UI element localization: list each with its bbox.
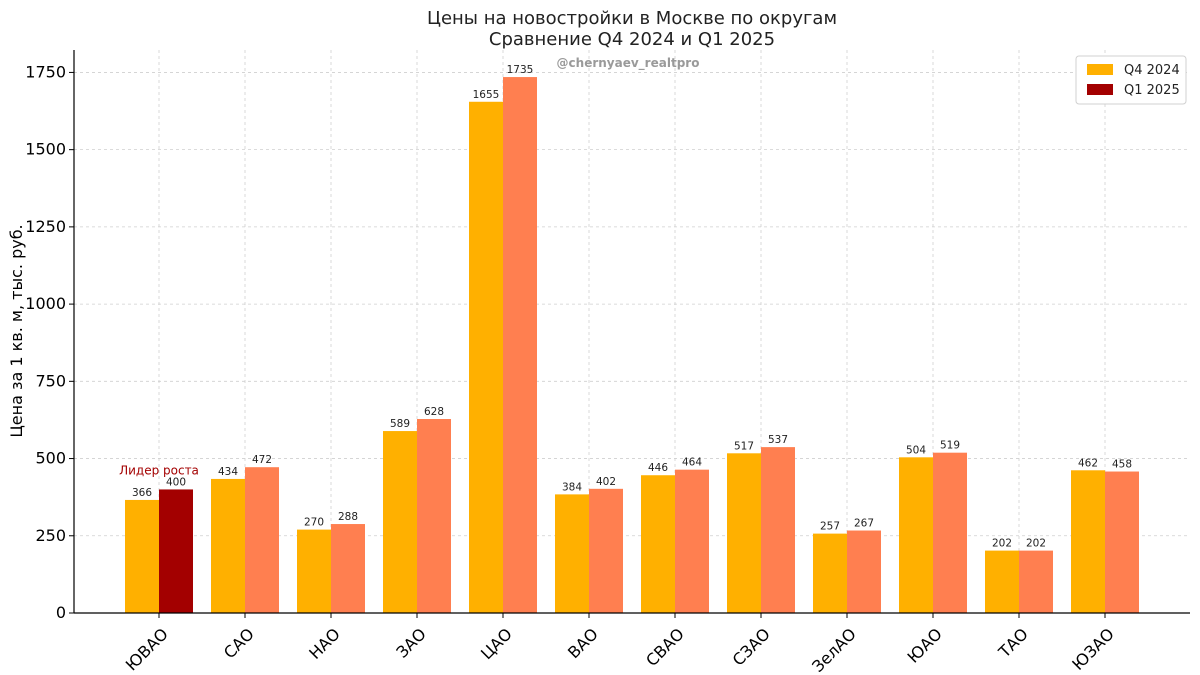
bar-value-label: 434 — [218, 466, 238, 478]
bar-value-label: 384 — [562, 481, 582, 493]
bar-value-label: 472 — [252, 454, 272, 466]
bar-value-label: 402 — [596, 476, 616, 488]
x-tick-label: СВАО — [642, 624, 688, 670]
x-tick-label: ВАО — [564, 624, 602, 662]
bar-value-label: 400 — [166, 476, 186, 488]
bar-q1-2025 — [1105, 471, 1139, 613]
bar-q4-2024 — [641, 475, 675, 613]
bar-value-label: 1655 — [473, 89, 500, 101]
bar-q1-2025 — [847, 530, 881, 613]
bar-value-label: 464 — [682, 457, 702, 469]
legend-label-q4-2024: Q4 2024 — [1124, 63, 1180, 78]
annotation-label: Лидер роста — [119, 463, 199, 477]
x-tick-label: ЮАО — [904, 624, 946, 666]
y-tick-label: 750 — [35, 371, 66, 390]
watermark: @chernyaev_realtpro — [557, 56, 700, 71]
bar-value-label: 519 — [940, 440, 960, 452]
x-tick-label: ЗелАО — [808, 624, 860, 675]
bar-q4-2024 — [211, 478, 245, 613]
bar-value-label: 504 — [906, 444, 926, 456]
x-tick-label: ЗАО — [392, 624, 429, 661]
y-tick-label: 1000 — [25, 294, 66, 313]
bar-value-label: 267 — [854, 518, 874, 530]
bar-value-label: 366 — [132, 487, 152, 499]
bar-q4-2024 — [813, 533, 847, 613]
bar-q1-2025 — [245, 467, 279, 613]
x-tick-label: ТАО — [994, 624, 1032, 662]
bar-q1-2025 — [417, 419, 451, 613]
bar-value-label: 270 — [304, 517, 324, 529]
x-tick-label: ЮВАО — [122, 624, 172, 674]
x-tick-label: НАО — [305, 624, 344, 663]
bar-q4-2024 — [297, 529, 331, 613]
bar-value-label: 462 — [1078, 457, 1098, 469]
bar-q4-2024 — [555, 494, 589, 613]
bar-q1-2025 — [761, 447, 795, 613]
legend-swatch-q1-2025 — [1087, 84, 1113, 95]
bar-value-label: 288 — [338, 511, 358, 523]
bar-value-label: 202 — [992, 538, 1012, 550]
bar-q1-2025 — [331, 524, 365, 613]
chart-title: Цены на новостройки в Москве по округам — [427, 8, 837, 29]
bars — [125, 77, 1139, 614]
y-ticks: 0 250 500 750 1000 1250 1500 1750 — [25, 62, 74, 622]
chart-subtitle: Сравнение Q4 2024 и Q1 2025 — [489, 29, 775, 50]
x-ticks: ЮВАО САО НАО ЗАО ЦАО ВАО СВАО СЗАО ЗелАО ЮАО ТАО ЮЗ… — [122, 613, 1118, 675]
bar-q1-2025 — [675, 469, 709, 613]
bar-q1-2025 — [933, 452, 967, 613]
bar-value-label: 1735 — [507, 64, 534, 76]
bar-q1-2025 — [1019, 550, 1053, 613]
bar-q4-2024 — [899, 457, 933, 613]
bar-q4-2024 — [383, 431, 417, 613]
y-tick-label: 1250 — [25, 217, 66, 236]
bar-q4-2024 — [985, 550, 1019, 613]
bar-value-label: 589 — [390, 418, 410, 430]
y-axis-label: Цена за 1 кв. м, тыс. руб. — [7, 224, 26, 437]
bar-value-label: 446 — [648, 462, 668, 474]
y-tick-label: 1750 — [25, 62, 66, 81]
bar-value-label: 458 — [1112, 459, 1132, 471]
bar-value-label: 202 — [1026, 538, 1046, 550]
y-tick-label: 500 — [35, 449, 66, 468]
bar-q4-2024 — [125, 499, 159, 613]
y-tick-label: 0 — [56, 603, 66, 622]
y-tick-label: 250 — [35, 526, 66, 545]
axes — [73, 50, 1190, 614]
y-tick-label: 1500 — [25, 140, 66, 159]
legend: Q4 2024 Q1 2025 — [1075, 55, 1187, 105]
bar-value-label: 257 — [820, 521, 840, 533]
x-tick-label: ЮЗАО — [1068, 624, 1118, 674]
bar-q1-2025 — [159, 489, 193, 613]
bar-q4-2024 — [1071, 470, 1105, 613]
legend-swatch-q4-2024 — [1087, 64, 1113, 75]
bar-value-label: 628 — [424, 406, 444, 418]
bar-q1-2025 — [503, 77, 537, 614]
bar-q1-2025 — [589, 488, 623, 613]
bar-value-label: 517 — [734, 440, 754, 452]
bar-value-label: 537 — [768, 434, 788, 446]
x-tick-label: ЦАО — [477, 624, 516, 663]
legend-label-q1-2025: Q1 2025 — [1124, 83, 1180, 98]
x-tick-label: САО — [220, 624, 258, 662]
bar-q4-2024 — [469, 101, 503, 613]
bar-labels: 366 434 270 589 1655 384 446 517 257 504 202 462 400… — [132, 64, 1132, 550]
bar-q4-2024 — [727, 453, 761, 613]
x-tick-label: СЗАО — [729, 624, 774, 669]
